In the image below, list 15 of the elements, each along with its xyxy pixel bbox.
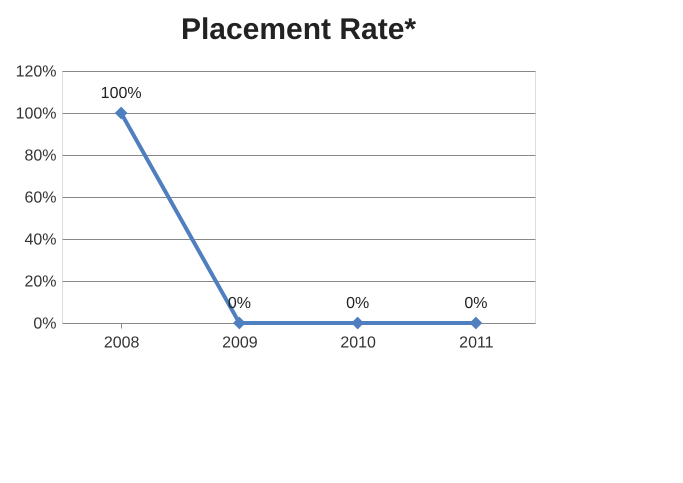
- data-label: 100%: [100, 85, 142, 102]
- x-tick-label: 2010: [340, 334, 376, 352]
- x-tick-label: 2011: [459, 334, 494, 352]
- y-tick-label: 60%: [24, 190, 56, 206]
- data-label: 0%: [464, 295, 488, 312]
- x-tick-label: 2008: [104, 334, 140, 352]
- chart-title: Placement Rate*: [180, 13, 416, 46]
- y-tick-label: 40%: [24, 232, 56, 248]
- data-label: 0%: [346, 295, 370, 312]
- y-tick-label: 100%: [16, 106, 56, 122]
- y-tick-label: 80%: [24, 148, 56, 164]
- y-tick-label: 0%: [33, 316, 56, 332]
- y-tick-label: 20%: [24, 274, 56, 290]
- y-tick-label: 120%: [16, 64, 56, 80]
- x-tick-label: 2009: [222, 334, 258, 352]
